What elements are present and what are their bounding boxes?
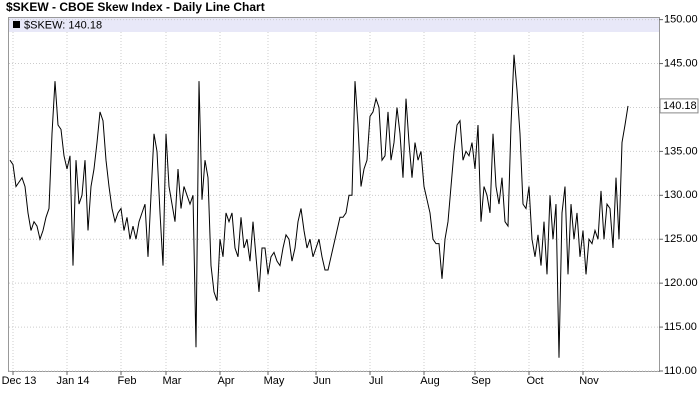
x-tick-label: Jun xyxy=(313,375,331,387)
y-tick-label: 150.00 xyxy=(664,14,698,26)
last-value-box xyxy=(659,98,699,114)
x-tick-label: Dec 13 xyxy=(2,375,37,387)
x-tick-label: Feb xyxy=(118,375,137,387)
chart-title: $SKEW - CBOE Skew Index - Daily Line Cha… xyxy=(6,0,265,14)
x-tick-label: Sep xyxy=(471,375,491,387)
legend-label: $SKEW: 140.18 xyxy=(24,19,102,31)
last-value-label: 140.18 xyxy=(663,100,697,112)
x-tick-label: Aug xyxy=(420,375,440,387)
x-tick-label: May xyxy=(264,375,285,387)
x-tick-label: Apr xyxy=(217,375,234,387)
y-tick-label: 135.00 xyxy=(664,145,698,157)
y-tick-label: 145.00 xyxy=(664,57,698,69)
x-tick-label: Oct xyxy=(526,375,543,387)
data-line xyxy=(9,54,629,358)
y-tick-label: 120.00 xyxy=(664,277,698,289)
y-tick-label: 115.00 xyxy=(664,321,697,333)
x-tick-label: Jan 14 xyxy=(56,375,89,387)
plot-frame xyxy=(8,17,660,372)
y-tick-label: 130.00 xyxy=(664,189,698,201)
x-tick-label: Mar xyxy=(163,375,182,387)
legend-band xyxy=(9,18,659,32)
x-tick-label: Jul xyxy=(369,375,383,387)
x-tick-label: Nov xyxy=(579,375,599,387)
legend-swatch xyxy=(13,21,20,28)
y-tick-label: 110.00 xyxy=(664,365,697,377)
y-tick-label: 125.00 xyxy=(664,233,698,245)
